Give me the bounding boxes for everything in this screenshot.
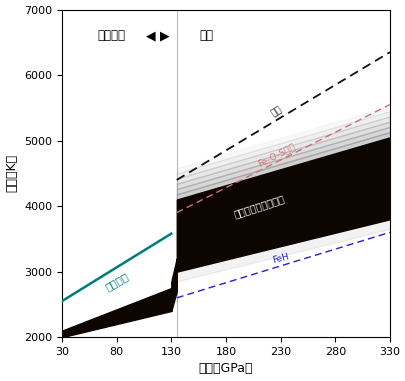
Text: Fe-O-S合錠: Fe-O-S合錠 <box>256 142 296 168</box>
X-axis label: 圧力（GPa）: 圧力（GPa） <box>198 362 253 375</box>
Y-axis label: 温度（K）: 温度（K） <box>6 154 19 192</box>
Text: 純鉄: 純鉄 <box>269 105 283 118</box>
Text: 地球内部の温度分布: 地球内部の温度分布 <box>232 193 285 219</box>
Text: FeH: FeH <box>271 252 290 265</box>
Text: ◀: ◀ <box>145 29 155 42</box>
Text: マントル: マントル <box>97 29 125 42</box>
Text: マントル: マントル <box>103 271 130 293</box>
Text: ▶: ▶ <box>160 29 170 42</box>
Text: 外核: 外核 <box>199 29 213 42</box>
